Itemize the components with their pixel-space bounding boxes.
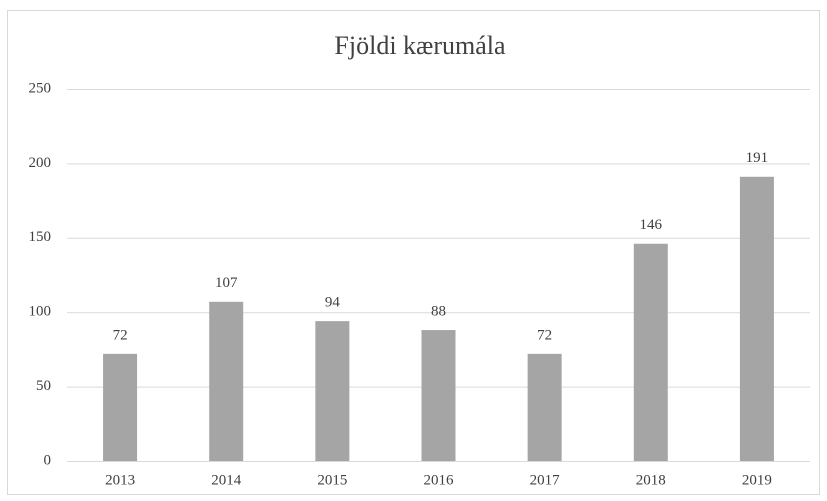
x-tick-label: 2014	[211, 472, 242, 488]
y-tick-label: 150	[29, 229, 52, 245]
y-tick-label: 50	[36, 378, 51, 394]
x-tick-label: 2017	[530, 472, 561, 488]
data-label: 191	[746, 150, 769, 166]
x-tick-label: 2018	[636, 472, 666, 488]
bar	[633, 243, 668, 461]
bar	[315, 321, 350, 461]
bar	[421, 330, 456, 461]
y-tick-label: 100	[29, 304, 52, 320]
x-tick-label: 2015	[317, 472, 347, 488]
chart-title: Fjöldi kærumála	[334, 31, 506, 60]
x-tick-label: 2013	[105, 472, 135, 488]
bar	[527, 353, 562, 461]
data-label: 146	[640, 217, 663, 233]
chart-border	[7, 10, 820, 495]
y-tick-label: 0	[44, 452, 52, 468]
bar	[103, 353, 138, 461]
data-label: 94	[325, 295, 341, 311]
bar	[209, 301, 244, 461]
data-label: 72	[113, 327, 128, 343]
bar	[739, 176, 774, 462]
x-tick-label: 2016	[424, 472, 455, 488]
y-tick-label: 200	[29, 155, 52, 171]
y-tick-label: 250	[29, 80, 52, 96]
data-label: 107	[215, 275, 238, 291]
data-label: 88	[431, 303, 446, 319]
data-label: 72	[537, 327, 552, 343]
x-tick-label: 2019	[742, 472, 772, 488]
